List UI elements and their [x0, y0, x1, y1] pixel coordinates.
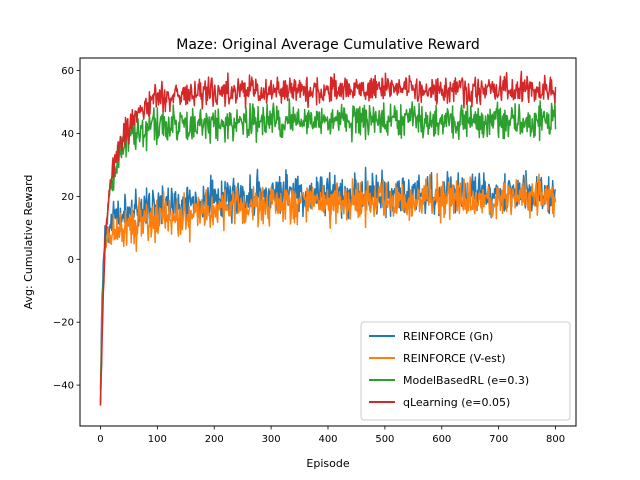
x-tick-label-4: 400	[318, 434, 337, 445]
x-tick-label-5: 500	[375, 434, 394, 445]
x-tick-label-0: 0	[97, 434, 103, 445]
series-line-3	[99, 70, 557, 405]
y-tick-label-4: 40	[61, 129, 74, 140]
y-tick-label-2: 0	[68, 255, 74, 266]
x-tick-label-1: 100	[148, 434, 167, 445]
y-tick-label-5: 60	[61, 66, 74, 77]
chart-title: Maze: Original Average Cumulative Reward	[176, 37, 479, 53]
series-line-1	[99, 173, 557, 403]
legend-label-2: ModelBasedRL (e=0.3)	[403, 374, 529, 387]
x-tick-label-7: 700	[489, 434, 508, 445]
x-tick-label-2: 200	[205, 434, 224, 445]
x-axis-label: Episode	[306, 457, 349, 470]
ticks-layer: 0 100 200 300 400 500 600 700 800 −40 −20 0 20 40 60	[53, 66, 565, 445]
legend-label-0: REINFORCE (Gn)	[403, 330, 493, 343]
legend: REINFORCE (Gn) REINFORCE (V-est) ModelBase…	[360, 321, 571, 421]
series-layer	[99, 70, 557, 406]
x-tick-label-6: 600	[432, 434, 451, 445]
series-line-2	[99, 98, 557, 406]
legend-label-1: REINFORCE (V-est)	[403, 352, 506, 365]
legend-label-3: qLearning (e=0.05)	[403, 396, 510, 409]
y-tick-label-3: 20	[61, 192, 74, 203]
legend-box	[360, 321, 571, 421]
y-tick-label-0: −40	[53, 381, 74, 392]
y-axis-label: Avg: Cumulative Reward	[22, 175, 35, 310]
x-tick-label-8: 800	[546, 434, 565, 445]
x-tick-label-3: 300	[262, 434, 281, 445]
y-tick-label-1: −20	[53, 318, 74, 329]
